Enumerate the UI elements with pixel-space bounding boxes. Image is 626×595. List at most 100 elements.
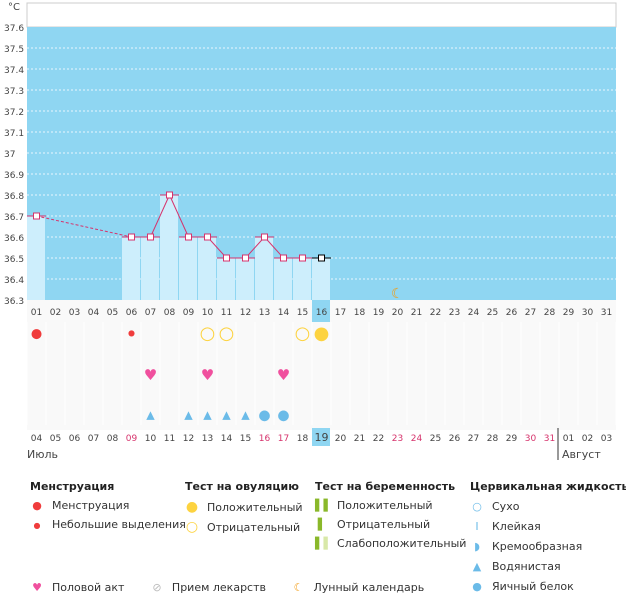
one-line-icon: ▌ bbox=[317, 518, 327, 531]
date-label: 23 bbox=[392, 434, 403, 444]
current-date-highlight bbox=[312, 428, 330, 446]
legend-label: Отрицательный bbox=[207, 521, 301, 534]
date-label: 05 bbox=[50, 434, 61, 444]
date-label: 25 bbox=[430, 434, 441, 444]
temperature-point bbox=[185, 233, 192, 241]
cycle-day-label: 04 bbox=[88, 308, 100, 318]
temperature-point bbox=[128, 233, 135, 241]
cycle-day-label: 25 bbox=[487, 308, 498, 318]
legend-label: Кремообразная bbox=[492, 540, 583, 553]
legend-label: Прием лекарств bbox=[171, 581, 266, 594]
temperature-point bbox=[223, 254, 230, 262]
cycle-day-label: 07 bbox=[145, 308, 156, 318]
fluid-eggwhite-icon: ● bbox=[277, 408, 289, 424]
y-tick-label: 37.2 bbox=[4, 108, 24, 118]
date-label: 21 bbox=[354, 434, 365, 444]
cycle-day-label: 20 bbox=[392, 308, 404, 318]
temperature-bar bbox=[274, 258, 292, 300]
y-tick-label: 37.6 bbox=[4, 24, 24, 34]
y-tick-label: 37.1 bbox=[4, 129, 24, 139]
month-label: Июль bbox=[27, 448, 58, 461]
y-tick-label: 36.7 bbox=[4, 213, 24, 223]
cycle-day-label: 17 bbox=[335, 308, 346, 318]
temperature-bar bbox=[198, 237, 216, 300]
y-tick-label: 36.6 bbox=[4, 234, 24, 244]
date-label: 08 bbox=[107, 434, 119, 444]
date-label: 02 bbox=[582, 434, 593, 444]
cycle-day-label: 13 bbox=[259, 308, 270, 318]
moon-icon: ☾ bbox=[391, 286, 404, 302]
date-label: 09 bbox=[126, 434, 138, 444]
y-tick-label: 36.9 bbox=[4, 171, 24, 181]
date-label: 29 bbox=[506, 434, 518, 444]
legend-other: ♥ Половой акт ⊘ Прием лекарств ☾ Лунный кал… bbox=[30, 581, 424, 594]
ovulation-positive-icon: ● bbox=[314, 323, 330, 344]
temperature-line bbox=[150, 194, 170, 238]
legend-label: Небольшие выделения bbox=[52, 518, 186, 531]
temperature-point bbox=[242, 254, 249, 262]
cycle-day-label: 28 bbox=[544, 308, 556, 318]
two-lines-icon: ▌▌ bbox=[315, 499, 332, 512]
egg-white-icon: ● bbox=[472, 580, 482, 593]
legend-label: Половой акт bbox=[52, 581, 125, 594]
cycle-day-label: 11 bbox=[221, 308, 232, 318]
date-label: 04 bbox=[31, 434, 43, 444]
y-tick-label: 36.3 bbox=[4, 297, 24, 307]
date-label: 01 bbox=[563, 434, 574, 444]
y-tick-label: 37 bbox=[4, 150, 15, 160]
y-tick-label: 37.5 bbox=[4, 45, 24, 55]
y-tick-label: 36.4 bbox=[4, 276, 24, 286]
legend-menstruation: Менструация ● Менструация ● Небольшие выде… bbox=[30, 480, 186, 531]
current-day-highlight bbox=[312, 300, 330, 322]
date-label: 11 bbox=[164, 434, 175, 444]
temperature-point bbox=[147, 233, 154, 241]
month-label: Август bbox=[562, 448, 601, 461]
date-label: 06 bbox=[69, 434, 81, 444]
menstruation-icon: ● bbox=[31, 326, 42, 341]
temperature-point bbox=[33, 212, 40, 220]
legend-label: Яичный белок bbox=[492, 580, 574, 593]
temperature-point bbox=[299, 254, 306, 262]
intercourse-icon: ♥ bbox=[277, 366, 290, 384]
temperature-line bbox=[169, 194, 189, 238]
legend-label: Водянистая bbox=[492, 560, 561, 573]
date-label: 30 bbox=[525, 434, 537, 444]
watery-icon: ▲ bbox=[472, 560, 482, 573]
blood-drop-icon: ● bbox=[32, 499, 42, 512]
heart-icon: ♥ bbox=[32, 581, 42, 594]
legend-title: Тест на овуляцию bbox=[185, 480, 299, 493]
temperature-bar bbox=[27, 216, 45, 300]
ovulation-negative-icon: ○ bbox=[219, 323, 235, 344]
cycle-day-label: 02 bbox=[50, 308, 61, 318]
fluid-watery-icon: ▲ bbox=[241, 409, 250, 422]
temperature-bar bbox=[160, 195, 178, 300]
temperature-bar bbox=[236, 258, 254, 300]
date-label: 27 bbox=[468, 434, 479, 444]
date-label: 20 bbox=[335, 434, 347, 444]
temperature-point bbox=[261, 233, 268, 241]
cycle-day-label: 22 bbox=[430, 308, 441, 318]
legend-title: Цервикальная жидкость bbox=[470, 480, 626, 493]
legend-label: Положительный bbox=[337, 499, 433, 512]
fluid-watery-icon: ▲ bbox=[184, 409, 193, 422]
cycle-day-label: 21 bbox=[411, 308, 422, 318]
cycle-day-label: 08 bbox=[164, 308, 176, 318]
cycle-day-label: 31 bbox=[601, 308, 612, 318]
small-drop-icon: ● bbox=[33, 521, 41, 530]
legend-label: Слабоположительный bbox=[337, 537, 467, 550]
date-label: 31 bbox=[544, 434, 555, 444]
cycle-day-label: 12 bbox=[240, 308, 251, 318]
date-label: 18 bbox=[297, 434, 309, 444]
cycle-day-label: 15 bbox=[297, 308, 308, 318]
cycle-day-label: 27 bbox=[525, 308, 536, 318]
faint-line-icon: ▌▌ bbox=[315, 537, 332, 550]
cycle-day-label: 05 bbox=[107, 308, 118, 318]
y-tick-label: 36.5 bbox=[4, 255, 24, 265]
bbt-chart: °C 36.3 36.4 36.5 36.6 36.7 36.8 36.9 37 37.1 37.2… bbox=[4, 2, 617, 461]
date-label: 28 bbox=[487, 434, 499, 444]
date-label: 26 bbox=[449, 434, 461, 444]
date-label: 22 bbox=[373, 434, 384, 444]
legend-label: Клейкая bbox=[492, 520, 541, 533]
moon-icon: ☾ bbox=[293, 581, 304, 594]
sticky-icon: I bbox=[475, 520, 479, 533]
